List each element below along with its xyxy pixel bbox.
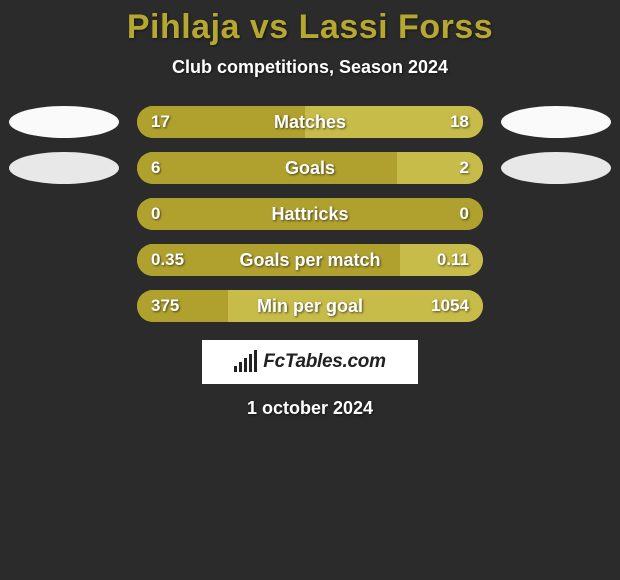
player-badge-right: [501, 198, 611, 230]
stat-rows: 1718Matches 62Goals 00Hattricks 0.350.11Goa…: [0, 106, 620, 322]
stat-label: Goals per match: [137, 244, 483, 276]
stat-bar: 62Goals: [137, 152, 483, 184]
page-title: Pihlaja vs Lassi Forss: [0, 8, 620, 47]
player-badge-right: [501, 244, 611, 276]
stat-bar: 00Hattricks: [137, 198, 483, 230]
stat-row: 00Hattricks: [0, 198, 620, 230]
stat-label: Hattricks: [137, 198, 483, 230]
subtitle: Club competitions, Season 2024: [0, 57, 620, 78]
stat-label: Goals: [137, 152, 483, 184]
stat-row: 1718Matches: [0, 106, 620, 138]
fctables-logo[interactable]: FcTables.com: [202, 340, 418, 384]
logo-bars-icon: [234, 352, 257, 372]
player-badge-right: [501, 106, 611, 138]
player-badge-left: [9, 244, 119, 276]
logo-text: FcTables.com: [263, 351, 385, 373]
stat-bar: 3751054Min per goal: [137, 290, 483, 322]
stat-row: 62Goals: [0, 152, 620, 184]
stat-row: 3751054Min per goal: [0, 290, 620, 322]
player-badge-left: [9, 198, 119, 230]
stat-label: Min per goal: [137, 290, 483, 322]
stat-row: 0.350.11Goals per match: [0, 244, 620, 276]
player-badge-left: [9, 152, 119, 184]
comparison-widget: Pihlaja vs Lassi Forss Club competitions…: [0, 0, 620, 419]
player-badge-left: [9, 290, 119, 322]
stat-bar: 0.350.11Goals per match: [137, 244, 483, 276]
player-badge-right: [501, 152, 611, 184]
date-label: 1 october 2024: [0, 398, 620, 419]
player-badge-right: [501, 290, 611, 322]
stat-label: Matches: [137, 106, 483, 138]
stat-bar: 1718Matches: [137, 106, 483, 138]
player-badge-left: [9, 106, 119, 138]
